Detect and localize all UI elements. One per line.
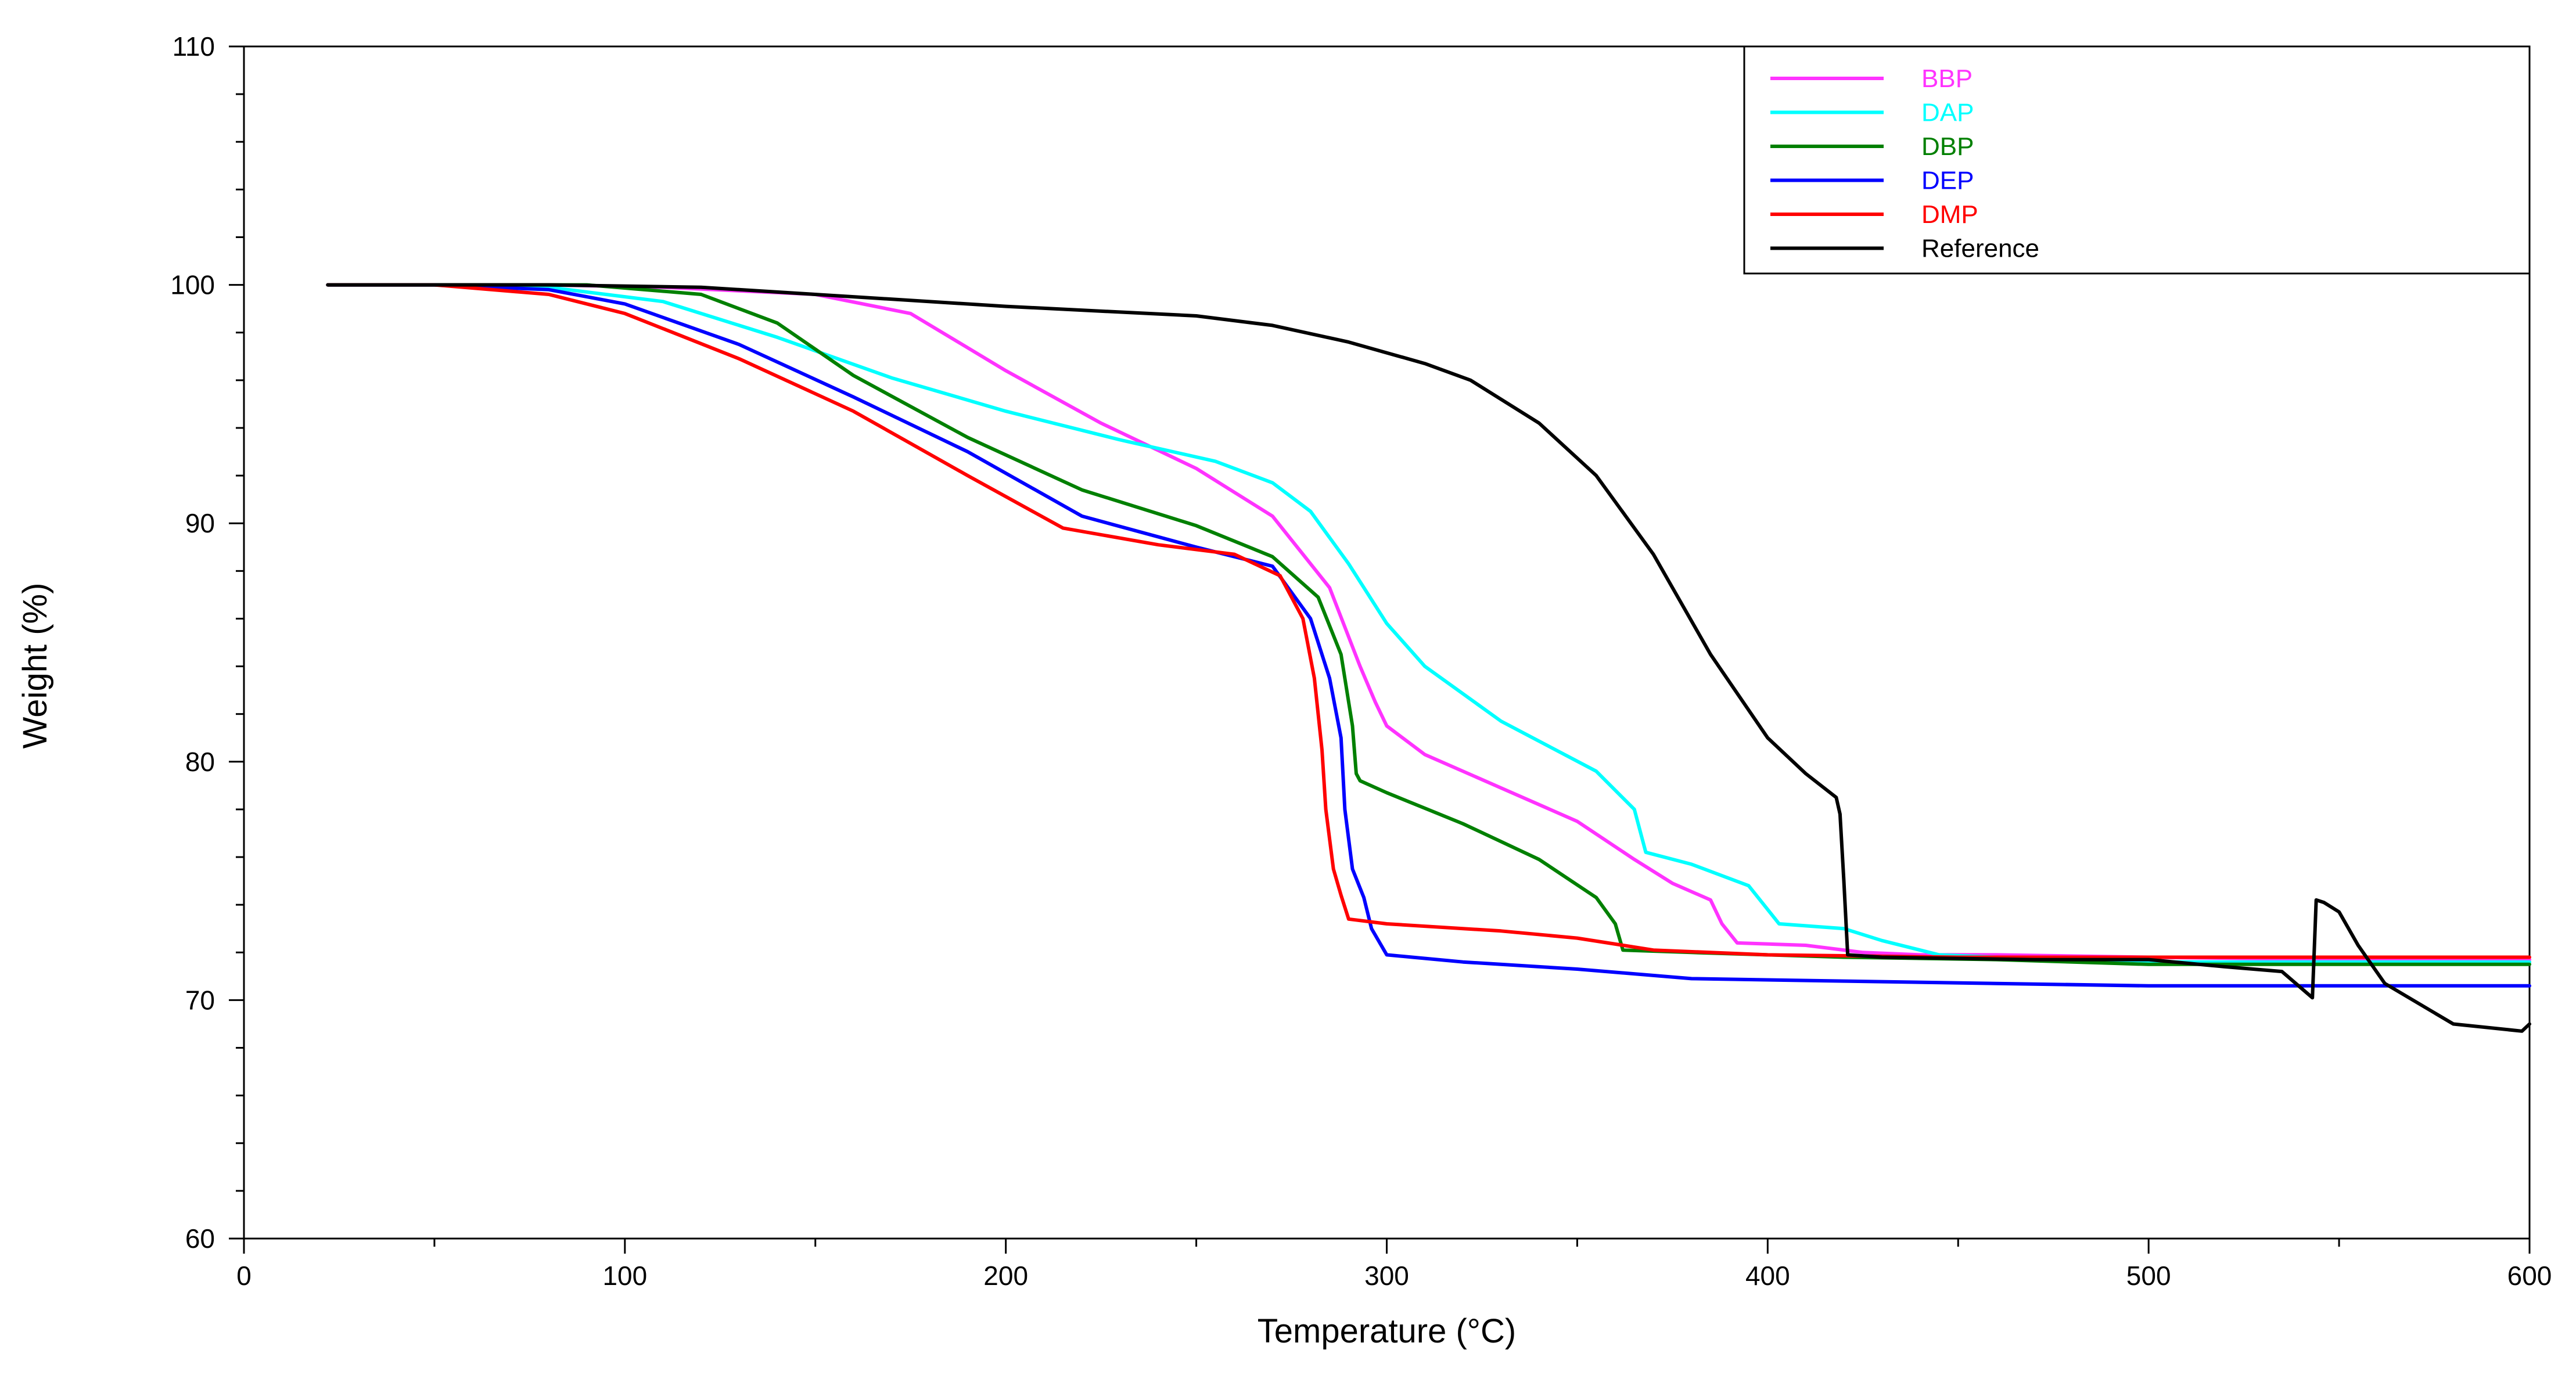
x-tick-label: 300	[1364, 1261, 1409, 1291]
y-tick-label: 80	[185, 747, 215, 777]
y-tick-label: 110	[173, 31, 215, 62]
legend-label-dbp: DBP	[1921, 132, 1974, 161]
x-tick-label: 400	[1745, 1261, 1790, 1291]
y-tick-label: 70	[185, 985, 215, 1015]
x-tick-label: 500	[2126, 1261, 2171, 1291]
legend-label-bbp: BBP	[1921, 64, 1973, 93]
series-line-bbp	[326, 283, 2531, 962]
legend-label-dap: DAP	[1921, 99, 1974, 127]
x-tick-label: 200	[983, 1261, 1028, 1291]
legend-box	[1743, 45, 2531, 275]
series-line-dep	[326, 283, 2531, 988]
x-tick-label: 600	[2507, 1261, 2552, 1291]
x-axis-title: Temperature (°C)	[1258, 1312, 1516, 1350]
series-line-dmp	[326, 283, 2531, 959]
legend-label-reference: Reference	[1921, 235, 2039, 263]
series-line-dap	[326, 283, 2531, 964]
y-tick-label: 60	[185, 1223, 215, 1254]
x-tick-label: 0	[236, 1261, 252, 1291]
series-line-reference	[326, 283, 2531, 1033]
legend-label-dmp: DMP	[1921, 200, 1978, 229]
legend-label-dep: DEP	[1921, 167, 1974, 195]
y-tick-label: 100	[170, 270, 215, 300]
x-tick-label: 100	[602, 1261, 647, 1291]
y-axis-title: Weight (%)	[16, 583, 54, 749]
y-tick-label: 90	[185, 508, 215, 538]
